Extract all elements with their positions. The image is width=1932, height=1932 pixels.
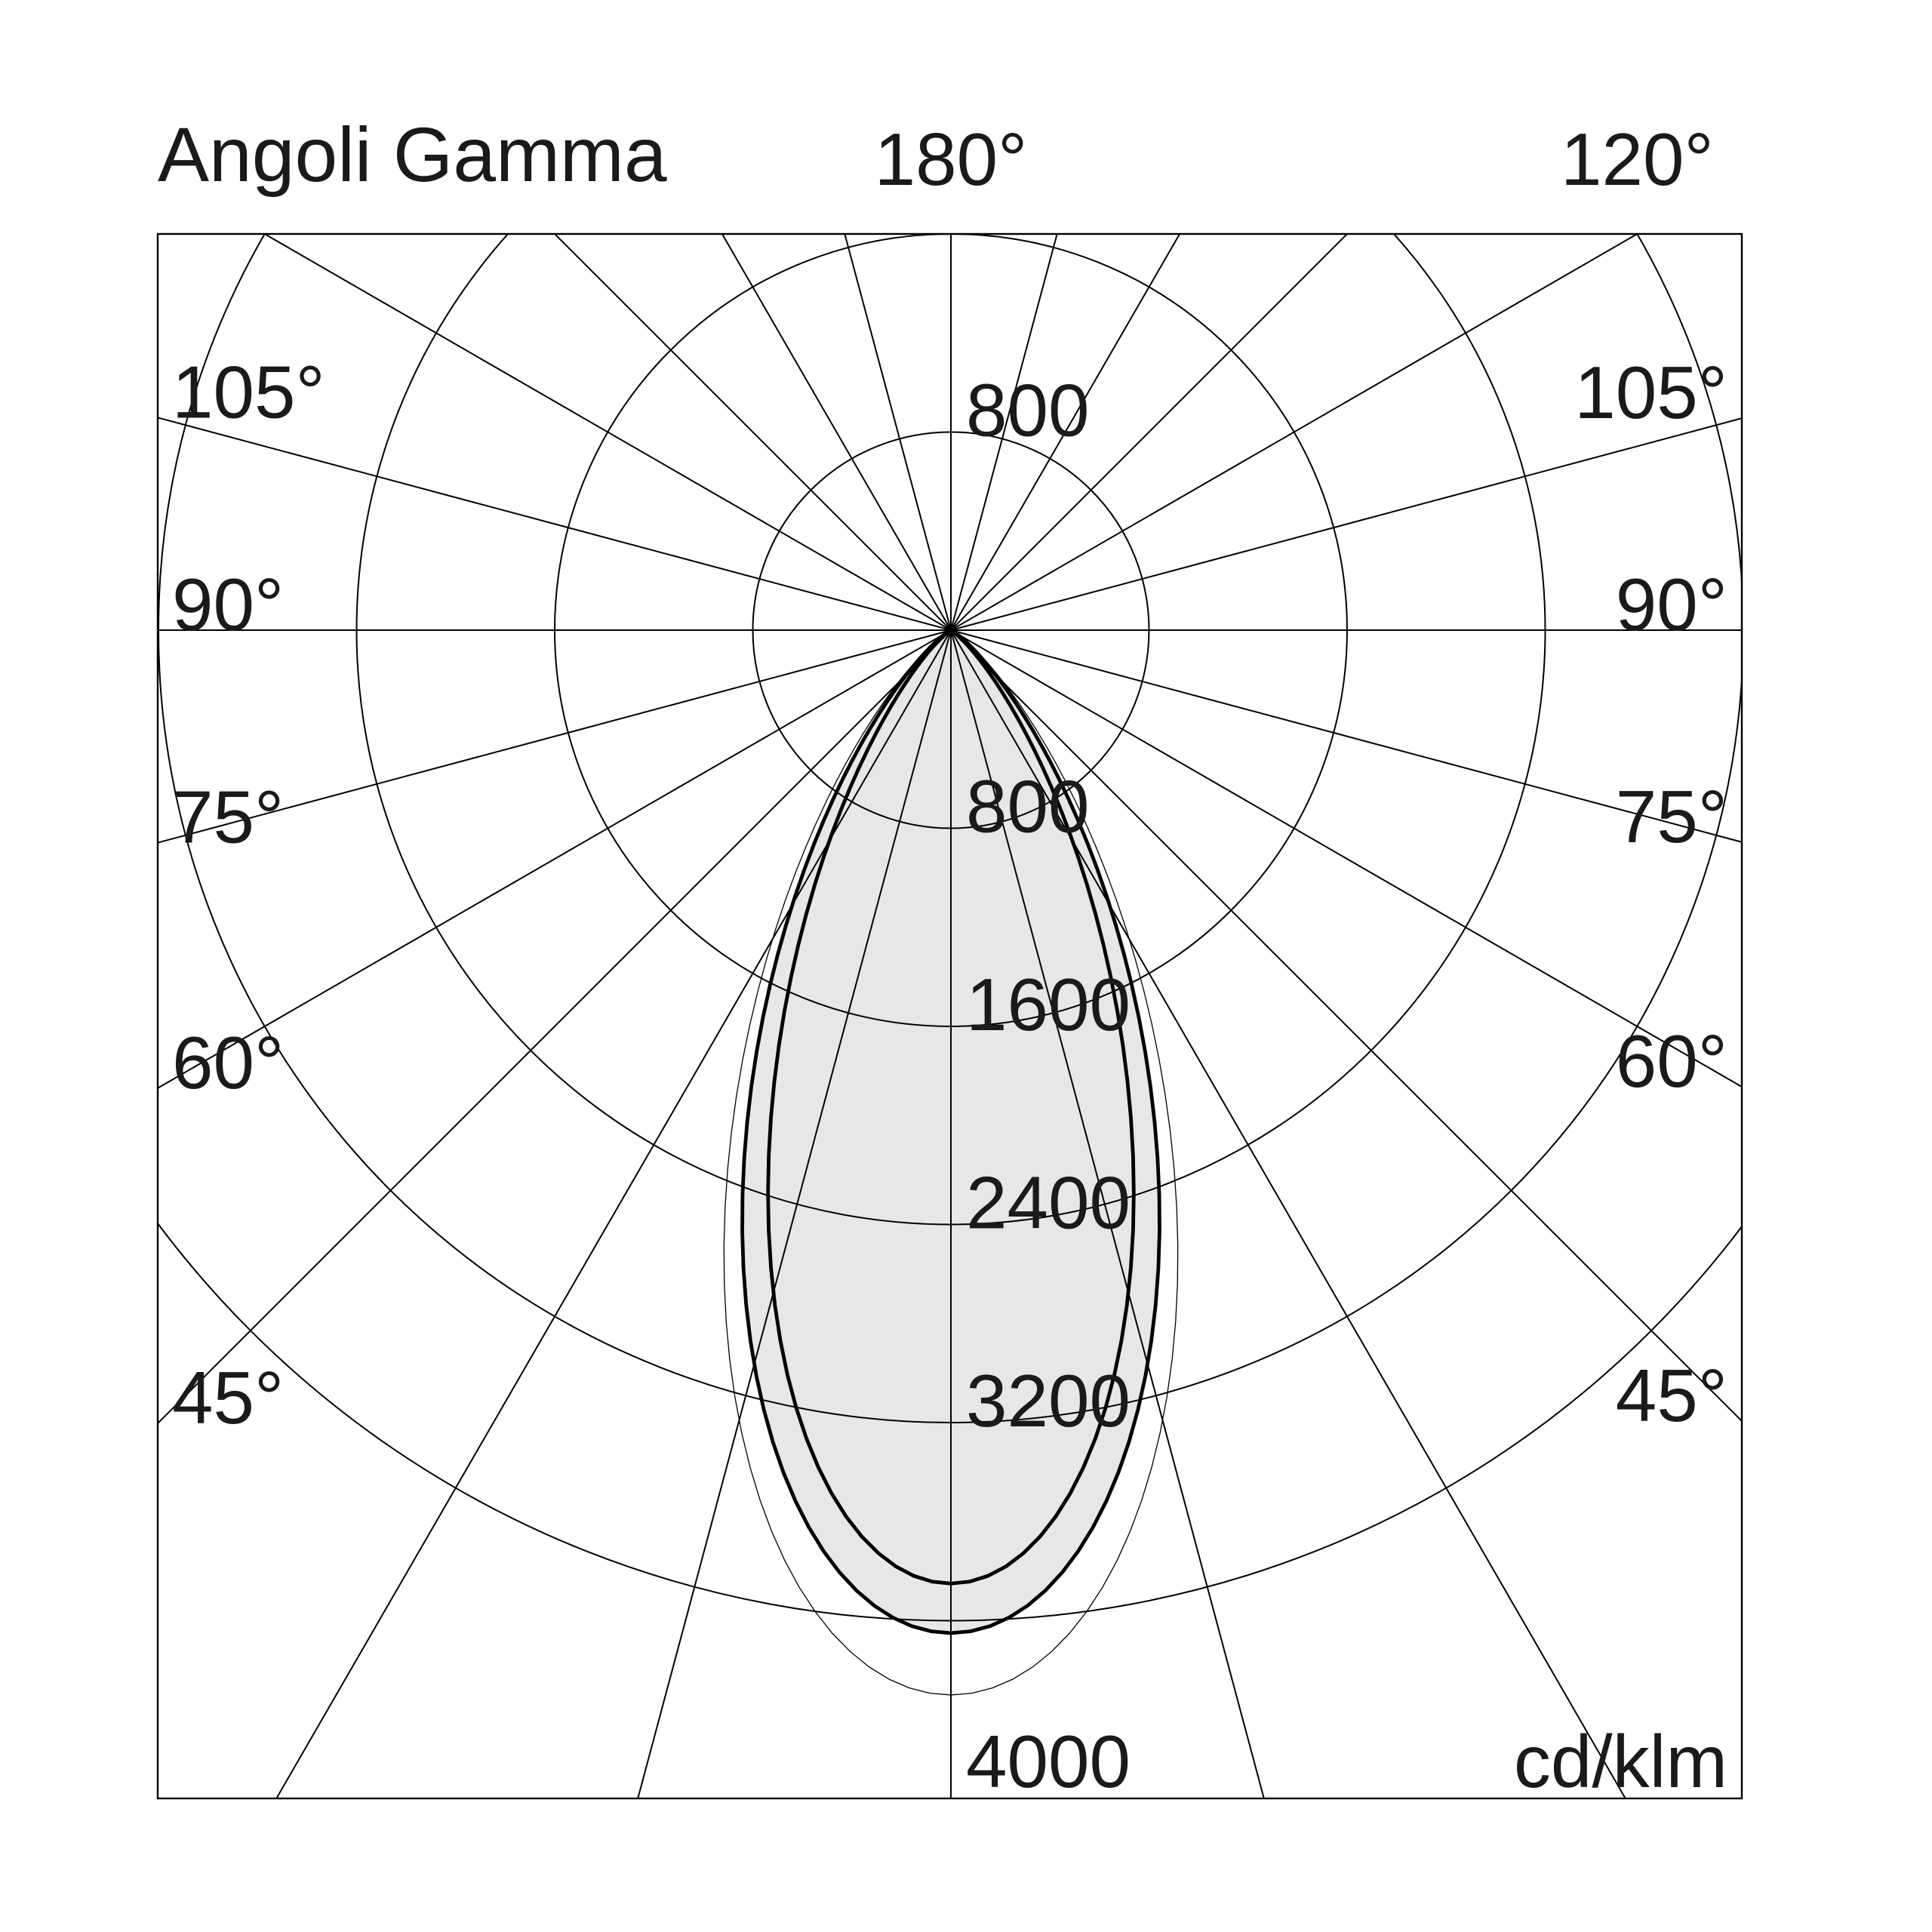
svg-text:cd/klm: cd/klm	[1514, 1720, 1727, 1803]
svg-text:60°: 60°	[1616, 1020, 1727, 1103]
svg-text:45°: 45°	[172, 1356, 284, 1439]
svg-text:800: 800	[966, 765, 1090, 848]
svg-text:90°: 90°	[172, 563, 284, 646]
svg-text:45°: 45°	[1616, 1354, 1727, 1437]
svg-text:90°: 90°	[1616, 563, 1727, 646]
svg-text:75°: 75°	[1616, 775, 1727, 858]
svg-text:120°: 120°	[1561, 118, 1714, 201]
svg-text:Angoli Gamma: Angoli Gamma	[158, 112, 667, 198]
svg-text:180°: 180°	[875, 118, 1028, 201]
svg-text:60°: 60°	[172, 1021, 284, 1104]
svg-text:105°: 105°	[1574, 351, 1727, 434]
svg-text:75°: 75°	[172, 776, 284, 859]
svg-text:3200: 3200	[966, 1359, 1131, 1442]
svg-text:1600: 1600	[966, 963, 1131, 1046]
svg-text:2400: 2400	[966, 1161, 1131, 1244]
svg-text:105°: 105°	[172, 350, 325, 433]
svg-text:800: 800	[966, 369, 1090, 452]
svg-text:4000: 4000	[966, 1720, 1131, 1803]
